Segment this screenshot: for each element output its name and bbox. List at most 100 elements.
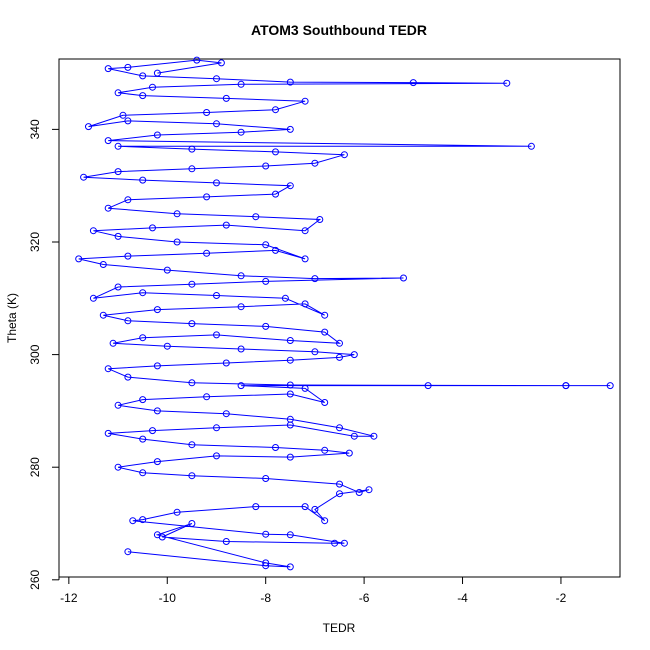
data-point [321, 311, 329, 319]
data-point [188, 320, 196, 328]
data-point [213, 75, 220, 83]
data-point [139, 516, 147, 524]
data-point [286, 356, 294, 364]
y-tick-label: 280 [28, 457, 42, 477]
data-point [163, 342, 171, 350]
data-point [340, 539, 348, 547]
data-point [272, 148, 279, 156]
data-point [321, 517, 329, 525]
data-point [355, 489, 363, 496]
data-point [262, 277, 270, 285]
data-point [104, 137, 112, 145]
data-point [237, 272, 245, 280]
data-point [99, 261, 107, 268]
data-point [222, 221, 230, 229]
data-point [153, 69, 161, 77]
x-tick-label: -6 [359, 591, 370, 605]
data-point [188, 472, 196, 480]
data-point [286, 453, 294, 461]
data-point [203, 249, 211, 257]
data-point [252, 213, 260, 221]
data-point [237, 128, 245, 136]
data-point [213, 331, 220, 339]
data-point [124, 317, 132, 325]
data-point [336, 339, 343, 347]
data-point [163, 266, 171, 274]
data-point [203, 393, 211, 401]
data-point [75, 255, 83, 263]
data-point [153, 306, 161, 314]
data-point [222, 410, 230, 418]
data-point [114, 401, 122, 409]
data-point [188, 441, 196, 449]
series-line [78, 59, 611, 568]
data-point [286, 381, 294, 389]
data-point [114, 463, 122, 471]
data-point [158, 533, 166, 541]
data-point [153, 458, 161, 466]
x-tick-label: -10 [159, 591, 177, 605]
data-point [301, 97, 309, 105]
data-point [286, 390, 294, 398]
data-point [272, 106, 279, 114]
x-tick-label: -2 [556, 591, 567, 605]
data-point [286, 531, 294, 539]
x-axis: -12 -10 -8 -6 -4 -2 [60, 576, 567, 605]
data-point [149, 224, 156, 232]
data-point [237, 303, 245, 311]
data-point [311, 348, 319, 356]
data-point [114, 142, 122, 150]
y-axis-label: Theta (K) [5, 293, 19, 343]
data-point [104, 204, 112, 212]
x-tick-label: -8 [260, 591, 271, 605]
data-point [124, 252, 132, 260]
y-axis: 260 280 300 320 340 [28, 119, 60, 590]
data-point [424, 382, 432, 390]
data-point [562, 382, 570, 390]
data-point [213, 120, 220, 128]
data-point [400, 274, 407, 282]
data-point [262, 162, 270, 170]
data-point [262, 530, 270, 538]
data-point [350, 432, 358, 440]
data-point [301, 384, 309, 392]
data-point [237, 80, 245, 88]
data-point [281, 294, 289, 302]
data-point [301, 227, 309, 235]
data-point [345, 449, 353, 457]
data-point [153, 362, 161, 370]
data-point [139, 334, 147, 342]
data-point [99, 311, 107, 319]
data-point [331, 539, 339, 547]
data-point [606, 382, 614, 390]
data-point [188, 145, 196, 153]
data-point [114, 283, 122, 291]
data-point [203, 193, 211, 201]
y-tick-label: 320 [28, 232, 42, 252]
data-point [262, 562, 270, 570]
data-point [149, 427, 156, 435]
data-point [188, 520, 196, 527]
data-point [124, 117, 132, 125]
data-point [203, 109, 211, 116]
data-point [139, 72, 147, 80]
data-point [237, 382, 245, 390]
data-point [262, 559, 270, 567]
data-layer [75, 56, 614, 571]
data-point [124, 196, 132, 204]
data-point [321, 328, 329, 336]
data-point [139, 435, 147, 443]
data-point [217, 59, 225, 67]
data-point [301, 300, 309, 308]
data-point [311, 505, 319, 513]
data-point [336, 480, 343, 488]
y-tick-label: 300 [28, 344, 42, 364]
data-point [286, 182, 294, 190]
data-point [114, 168, 122, 176]
data-point [149, 83, 156, 91]
data-point [222, 94, 230, 102]
data-point [109, 339, 117, 347]
x-tick-label: -4 [457, 591, 468, 605]
data-point [89, 227, 97, 235]
